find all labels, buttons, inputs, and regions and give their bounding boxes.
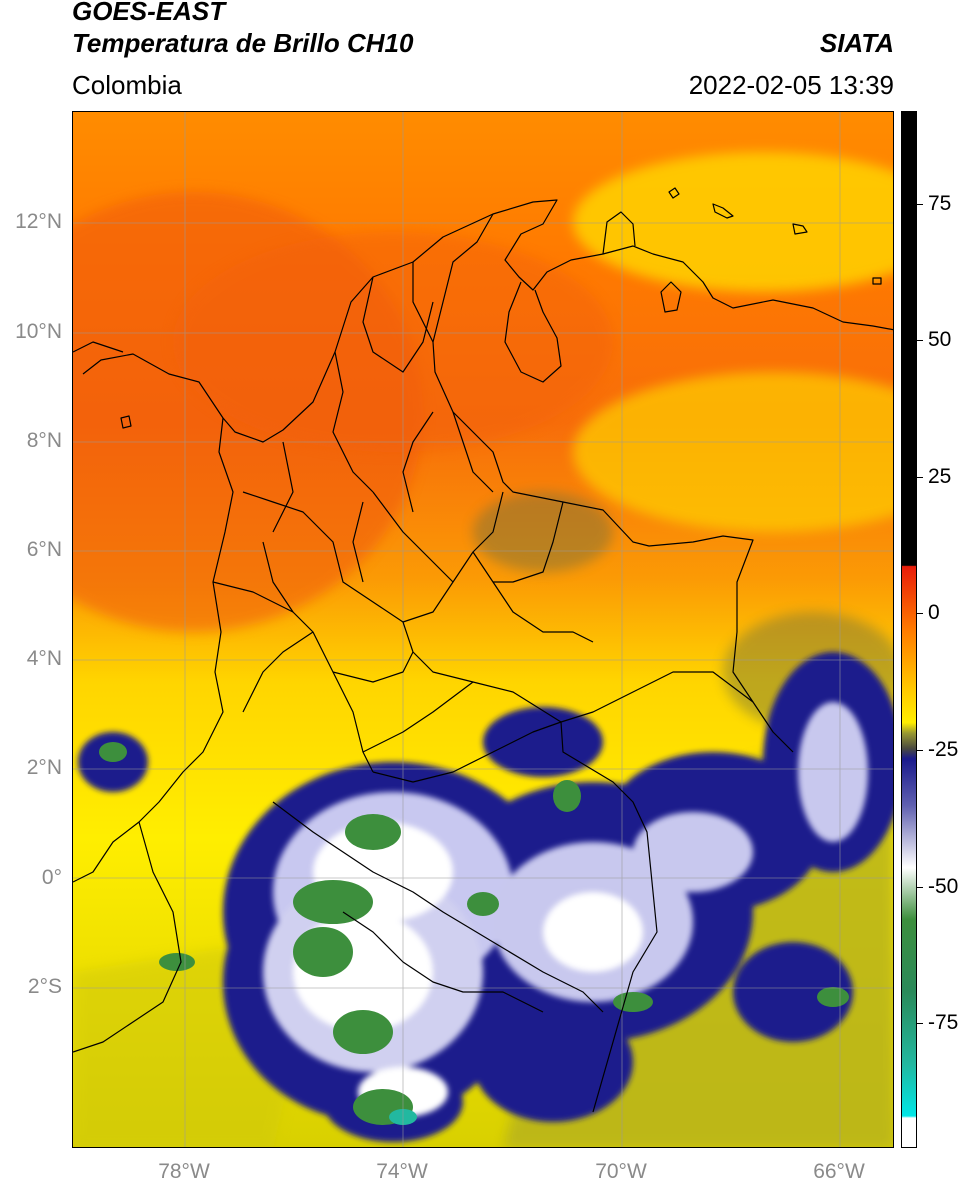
region-label: Colombia xyxy=(72,70,182,100)
map-canvas xyxy=(73,112,893,1147)
lon-label-66w: 66°W xyxy=(813,1160,865,1183)
colorbar xyxy=(901,111,917,1148)
lon-label-70w: 70°W xyxy=(595,1160,647,1183)
lat-label-2s: 2°S xyxy=(27,975,62,998)
colorbar-label-50: 50 xyxy=(928,328,952,351)
datetime-label: 2022-02-05 13:39 xyxy=(688,70,894,100)
lon-label-78w: 78°W xyxy=(158,1160,210,1183)
satellite-title: GOES-EAST xyxy=(72,0,226,26)
colorbar-label-minus50: -50 xyxy=(928,875,959,898)
lon-label-74w: 74°W xyxy=(376,1160,428,1183)
agency-label: SIATA xyxy=(819,28,894,58)
lat-label-8n: 8°N xyxy=(26,429,62,452)
product-title: Temperatura de Brillo CH10 xyxy=(72,28,414,58)
colorbar-tick xyxy=(917,1023,923,1024)
lat-label-4n: 4°N xyxy=(26,647,62,670)
cold-cloud-tops xyxy=(99,742,849,1125)
colorbar-tick xyxy=(917,613,923,614)
coastlines xyxy=(73,187,893,1113)
colorbar-tick xyxy=(917,887,923,888)
lat-label-10n: 10°N xyxy=(15,320,62,343)
colorbar-label-75: 75 xyxy=(928,192,952,215)
lat-label-6n: 6°N xyxy=(26,538,62,561)
satellite-map xyxy=(72,111,894,1148)
colorbar-tick xyxy=(917,477,923,478)
graticule xyxy=(73,112,893,1147)
colorbar-tick xyxy=(917,204,923,205)
lat-label-12n: 12°N xyxy=(15,210,62,233)
colorbar-tick xyxy=(917,340,923,341)
lat-label-2n: 2°N xyxy=(26,756,62,779)
colorbar-label-minus25: -25 xyxy=(928,738,959,761)
lat-label-0: 0° xyxy=(41,866,62,889)
colorbar-label-0: 0 xyxy=(928,601,940,624)
colorbar-label-minus75: -75 xyxy=(928,1011,959,1034)
colorbar-tick xyxy=(917,750,923,751)
colorbar-label-25: 25 xyxy=(928,465,952,488)
